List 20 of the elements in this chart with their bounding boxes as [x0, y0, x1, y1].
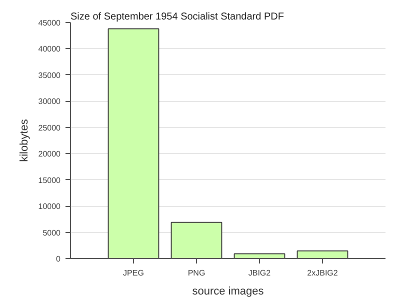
bar [108, 28, 160, 258]
y-tick-label: 40000 [38, 44, 62, 54]
y-tick-label: 20000 [38, 150, 62, 159]
x-tick-label: 2xJBIG2 [307, 268, 338, 278]
y-tick-label: 25000 [38, 123, 62, 132]
x-tick-label: JPEG [123, 268, 144, 278]
y-tick-label: 0 [56, 254, 62, 264]
y-axis-title: kilobytes [18, 118, 30, 162]
x-tick-label: PNG [188, 268, 206, 278]
y-tick-label: 35000 [38, 70, 62, 80]
bar [296, 250, 348, 258]
y-tick-label: 5000 [42, 228, 62, 238]
y-tick-label: 45000 [38, 18, 62, 28]
y-tick-label: 10000 [38, 202, 62, 212]
bar [170, 222, 222, 258]
y-tick-label: 30000 [38, 97, 62, 106]
chart-title: Size of September 1954 Socialist Standard PDF [70, 12, 284, 22]
x-axis-title: source images [192, 286, 264, 298]
x-tick-label: JBIG2 [248, 268, 272, 278]
y-tick-label: 15000 [38, 176, 62, 185]
